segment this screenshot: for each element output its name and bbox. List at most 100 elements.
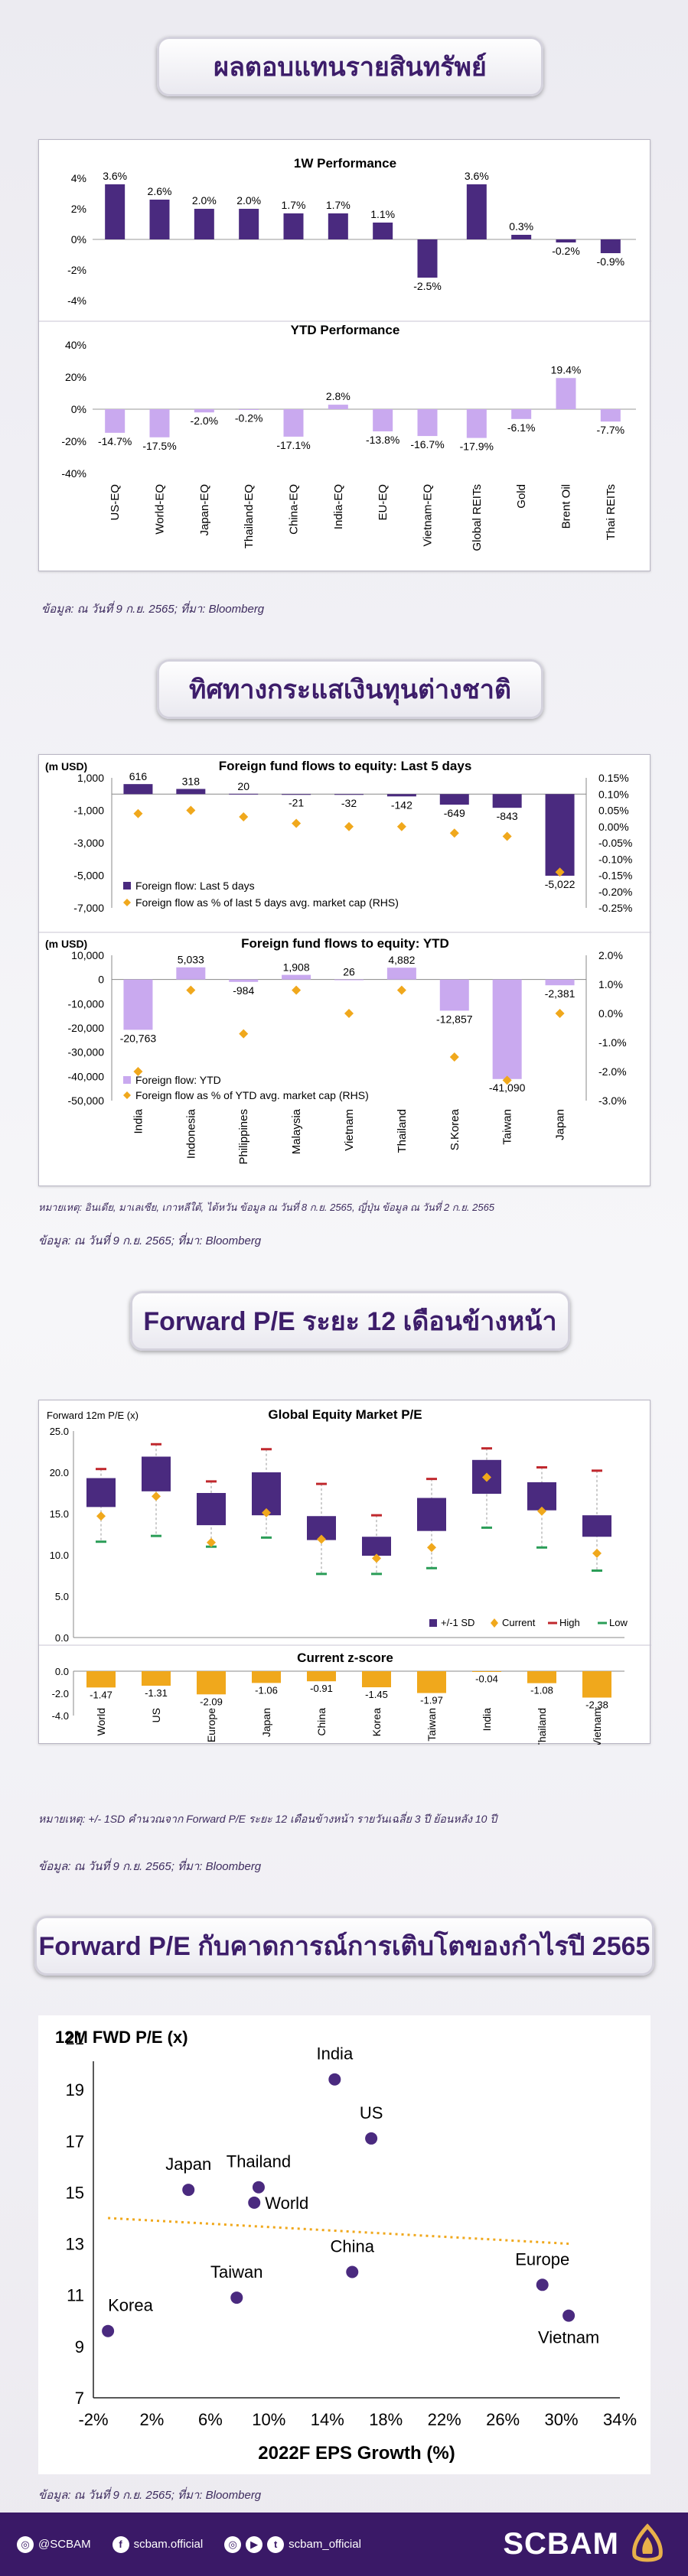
- rhs-marker: [396, 821, 406, 831]
- data-label: -7.7%: [597, 424, 625, 436]
- x-tick-label: 22%: [428, 2410, 461, 2429]
- category-label: Japan-EQ: [198, 484, 211, 536]
- youtube-icon: ▶: [246, 2535, 263, 2553]
- y-tick-label: 40%: [65, 339, 86, 351]
- data-label: -984: [233, 984, 254, 997]
- y-tick-label: -7,000: [73, 902, 104, 914]
- bar: [307, 1671, 336, 1682]
- bar: [417, 1671, 446, 1693]
- bar: [334, 979, 364, 981]
- legend-swatch: [123, 1091, 131, 1099]
- scatter-point: [365, 2132, 378, 2145]
- y2-tick-label: -0.15%: [598, 870, 632, 882]
- y-tick-label: 2%: [71, 203, 86, 215]
- chart-title: Global Equity Market P/E: [268, 1407, 422, 1422]
- y-tick-label: 10.0: [50, 1550, 69, 1561]
- instagram-icon: ◎: [17, 2535, 34, 2553]
- bar: [511, 409, 532, 419]
- y-tick-label: 25.0: [50, 1426, 69, 1437]
- y-axis-label: (m USD): [45, 760, 87, 772]
- category-label: Korea: [370, 1708, 383, 1737]
- data-label: 2.0%: [192, 194, 217, 207]
- bar: [386, 794, 416, 797]
- bar: [86, 1671, 116, 1688]
- bar: [142, 1671, 171, 1686]
- data-label: -17.9%: [460, 441, 494, 453]
- data-label: -0.91: [310, 1683, 333, 1694]
- bar: [556, 378, 576, 409]
- x-tick-label: 6%: [198, 2410, 223, 2429]
- rhs-marker: [239, 812, 249, 821]
- bar: [239, 409, 259, 410]
- data-label: 1.7%: [326, 199, 351, 211]
- x-tick-label: 10%: [252, 2410, 285, 2429]
- bar: [283, 213, 304, 239]
- data-label: -1.47: [90, 1689, 112, 1700]
- facebook-link[interactable]: f scbam.official: [112, 2535, 203, 2553]
- point-label: India: [316, 2044, 353, 2064]
- bar: [176, 789, 206, 795]
- data-label: 0.3%: [509, 220, 533, 233]
- bar: [176, 967, 206, 980]
- point-label: US: [360, 2103, 383, 2122]
- social-links[interactable]: ◎ ▶ t scbam_official: [224, 2535, 361, 2553]
- point-label: China: [331, 2237, 375, 2256]
- data-label: -2.0%: [191, 415, 219, 427]
- category-label: India: [481, 1708, 493, 1732]
- instagram-link[interactable]: ◎ @SCBAM: [17, 2535, 91, 2553]
- current-marker: [262, 1508, 271, 1517]
- category-label: Thailand: [536, 1708, 548, 1745]
- scatter-point: [562, 2309, 576, 2322]
- point-label: Korea: [108, 2296, 153, 2315]
- data-label: -2.38: [585, 1699, 608, 1711]
- category-label: Philippines: [237, 1109, 250, 1165]
- y-tick-label: 4%: [71, 172, 86, 184]
- category-label: India: [132, 1108, 145, 1134]
- x-tick-label: -2%: [78, 2410, 108, 2429]
- sd-box: [582, 1515, 611, 1537]
- rhs-marker: [292, 818, 302, 828]
- data-label: 2.8%: [326, 390, 351, 402]
- current-marker: [592, 1548, 602, 1558]
- pe-vs-eps-scatter: 12M FWD P/E (x)21 19 17 15 13 11 9 7 -2% 2% 6% 10% 1…: [55, 2028, 637, 2464]
- data-label: 1.1%: [370, 208, 395, 220]
- point-label: Japan: [165, 2155, 211, 2174]
- bar: [197, 1671, 226, 1695]
- facebook-icon: f: [112, 2535, 129, 2553]
- y-axis-label: (m USD): [45, 938, 87, 950]
- data-label: 3.6%: [103, 170, 127, 182]
- y-tick-label: 0.0: [55, 1666, 69, 1677]
- data-label: 26: [343, 966, 355, 978]
- data-label: 4,882: [388, 954, 415, 966]
- y-tick-label: 10,000: [71, 949, 104, 961]
- bar: [239, 209, 259, 239]
- y-tick-label: 15.0: [50, 1508, 69, 1520]
- category-label: Vietnam: [343, 1109, 356, 1151]
- bar: [417, 239, 438, 278]
- category-label: Vietnam-EQ: [422, 484, 435, 546]
- legend-label: Foreign flow: Last 5 days: [135, 880, 255, 892]
- data-label: -14.7%: [98, 435, 132, 447]
- sd-box: [527, 1482, 556, 1511]
- bar: [466, 409, 487, 438]
- section-title-asset-returns: ผลตอบแทนรายสินทรัพย์: [157, 37, 543, 96]
- asset-performance-panel: 4% 2% 0% -2% -4% 1W Performance 3.6% 2.6% 2.0% 2.…: [38, 139, 651, 571]
- x-tick-label: 34%: [603, 2410, 637, 2429]
- asset-performance-charts: 4% 2% 0% -2% -4% 1W Performance 3.6% 2.6% 2.0% 2.…: [39, 156, 651, 551]
- category-label: India-EQ: [332, 484, 345, 529]
- current-marker: [96, 1511, 106, 1521]
- data-label: 2.6%: [148, 185, 172, 197]
- y-tick-label: -40%: [61, 467, 86, 480]
- data-label: 1,908: [283, 961, 310, 974]
- sd-box: [142, 1456, 171, 1491]
- category-label: China-EQ: [288, 484, 301, 535]
- bar: [194, 209, 214, 239]
- data-label: -17.5%: [142, 440, 176, 452]
- bar: [362, 1671, 391, 1688]
- scatter-point: [346, 2265, 359, 2278]
- category-label: US: [150, 1708, 162, 1722]
- x-tick-label: 14%: [311, 2410, 344, 2429]
- bar: [386, 968, 416, 980]
- rhs-marker: [555, 867, 565, 877]
- data-label: 5,033: [178, 954, 204, 966]
